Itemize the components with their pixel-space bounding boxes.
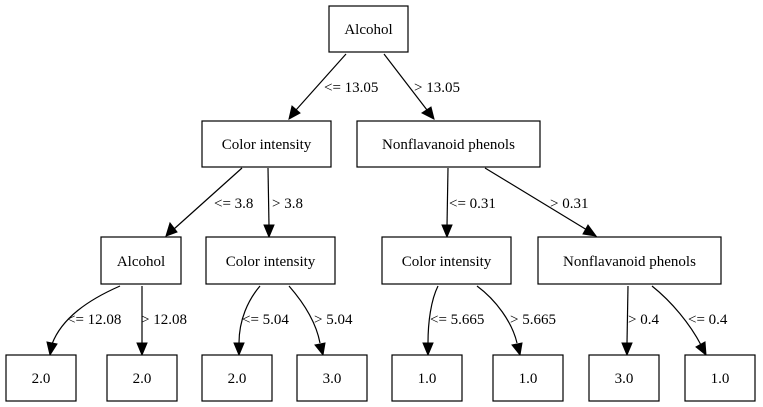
edge-alcohol-to-leaf-1 — [46, 285, 121, 357]
leaf-node-3: 2.0 — [201, 354, 273, 402]
leaf-label: 2.0 — [32, 371, 51, 387]
node-label: Alcohol — [344, 22, 392, 38]
edge-label-alcohol-left: <= 12.08 — [67, 312, 121, 328]
node-color-intensity: Color intensity — [201, 120, 332, 168]
node-label: Color intensity — [222, 137, 312, 153]
edge-nonflavanoid-to-leaf-7 — [621, 285, 633, 357]
leaf-label: 3.0 — [615, 371, 634, 387]
node-nonflavanoid-phenols-2: Nonflavanoid phenols — [537, 236, 722, 285]
edge-label-nf2-right: <= 0.4 — [688, 312, 728, 328]
edge-color-intensity-to-leaf-5 — [422, 285, 439, 357]
edge-nonflavanoid-to-nonflavanoid — [484, 167, 598, 237]
node-alcohol: Alcohol — [100, 236, 182, 285]
edge-label-nf2-left: > 0.4 — [628, 312, 659, 328]
edge-color-intensity-to-leaf-6 — [476, 285, 523, 357]
edge-color-intensity-to-color-intensity — [263, 167, 275, 239]
edge-root-to-color-intensity — [288, 53, 347, 120]
node-label: Color intensity — [226, 254, 316, 270]
edge-label-color-right: > 3.8 — [272, 196, 303, 212]
leaf-label: 3.0 — [323, 371, 342, 387]
leaf-node-6: 1.0 — [492, 354, 564, 402]
leaf-label: 1.0 — [711, 371, 730, 387]
node-color-intensity-3: Color intensity — [381, 236, 512, 285]
leaf-label: 1.0 — [519, 371, 538, 387]
edge-label-nonflav-left: <= 0.31 — [449, 196, 496, 212]
edge-label-alcohol-right: > 12.08 — [141, 312, 187, 328]
leaf-label: 1.0 — [418, 371, 437, 387]
edge-label-color-left: <= 3.8 — [214, 196, 253, 212]
node-color-intensity-2: Color intensity — [205, 236, 336, 285]
leaf-node-4: 3.0 — [296, 354, 368, 402]
edge-label-root-left: <= 13.05 — [324, 80, 378, 96]
edge-nonflavanoid-to-color-intensity — [441, 167, 453, 239]
edge-alcohol-to-leaf-2 — [136, 286, 148, 357]
edge-nonflavanoid-to-leaf-8 — [651, 285, 707, 357]
leaf-node-7: 3.0 — [588, 354, 660, 402]
edge-label-ci3-left: <= 5.665 — [430, 312, 484, 328]
leaf-node-1: 2.0 — [5, 354, 77, 402]
edge-color-intensity-to-alcohol — [165, 167, 243, 237]
node-nonflavanoid-phenols: Nonflavanoid phenols — [356, 120, 541, 168]
leaf-node-8: 1.0 — [684, 354, 756, 402]
node-root-alcohol: Alcohol — [328, 5, 409, 53]
node-label: Alcohol — [117, 254, 165, 270]
node-label: Nonflavanoid phenols — [563, 254, 696, 270]
leaf-label: 2.0 — [133, 371, 152, 387]
node-label: Color intensity — [402, 254, 492, 270]
node-label: Nonflavanoid phenols — [382, 137, 515, 153]
edge-label-root-right: > 13.05 — [414, 80, 460, 96]
edge-color-intensity-to-leaf-4 — [288, 285, 326, 357]
edge-label-ci2-left: <= 5.04 — [242, 312, 289, 328]
edge-root-to-nonflavanoid — [383, 53, 435, 120]
leaf-node-2: 2.0 — [106, 354, 178, 402]
leaf-label: 2.0 — [228, 371, 247, 387]
leaf-node-5: 1.0 — [391, 354, 463, 402]
edge-label-ci3-right: > 5.665 — [510, 312, 556, 328]
edge-color-intensity-to-leaf-3 — [233, 285, 261, 357]
edge-label-nonflav-right: > 0.31 — [550, 196, 588, 212]
edge-label-ci2-right: > 5.04 — [314, 312, 353, 328]
